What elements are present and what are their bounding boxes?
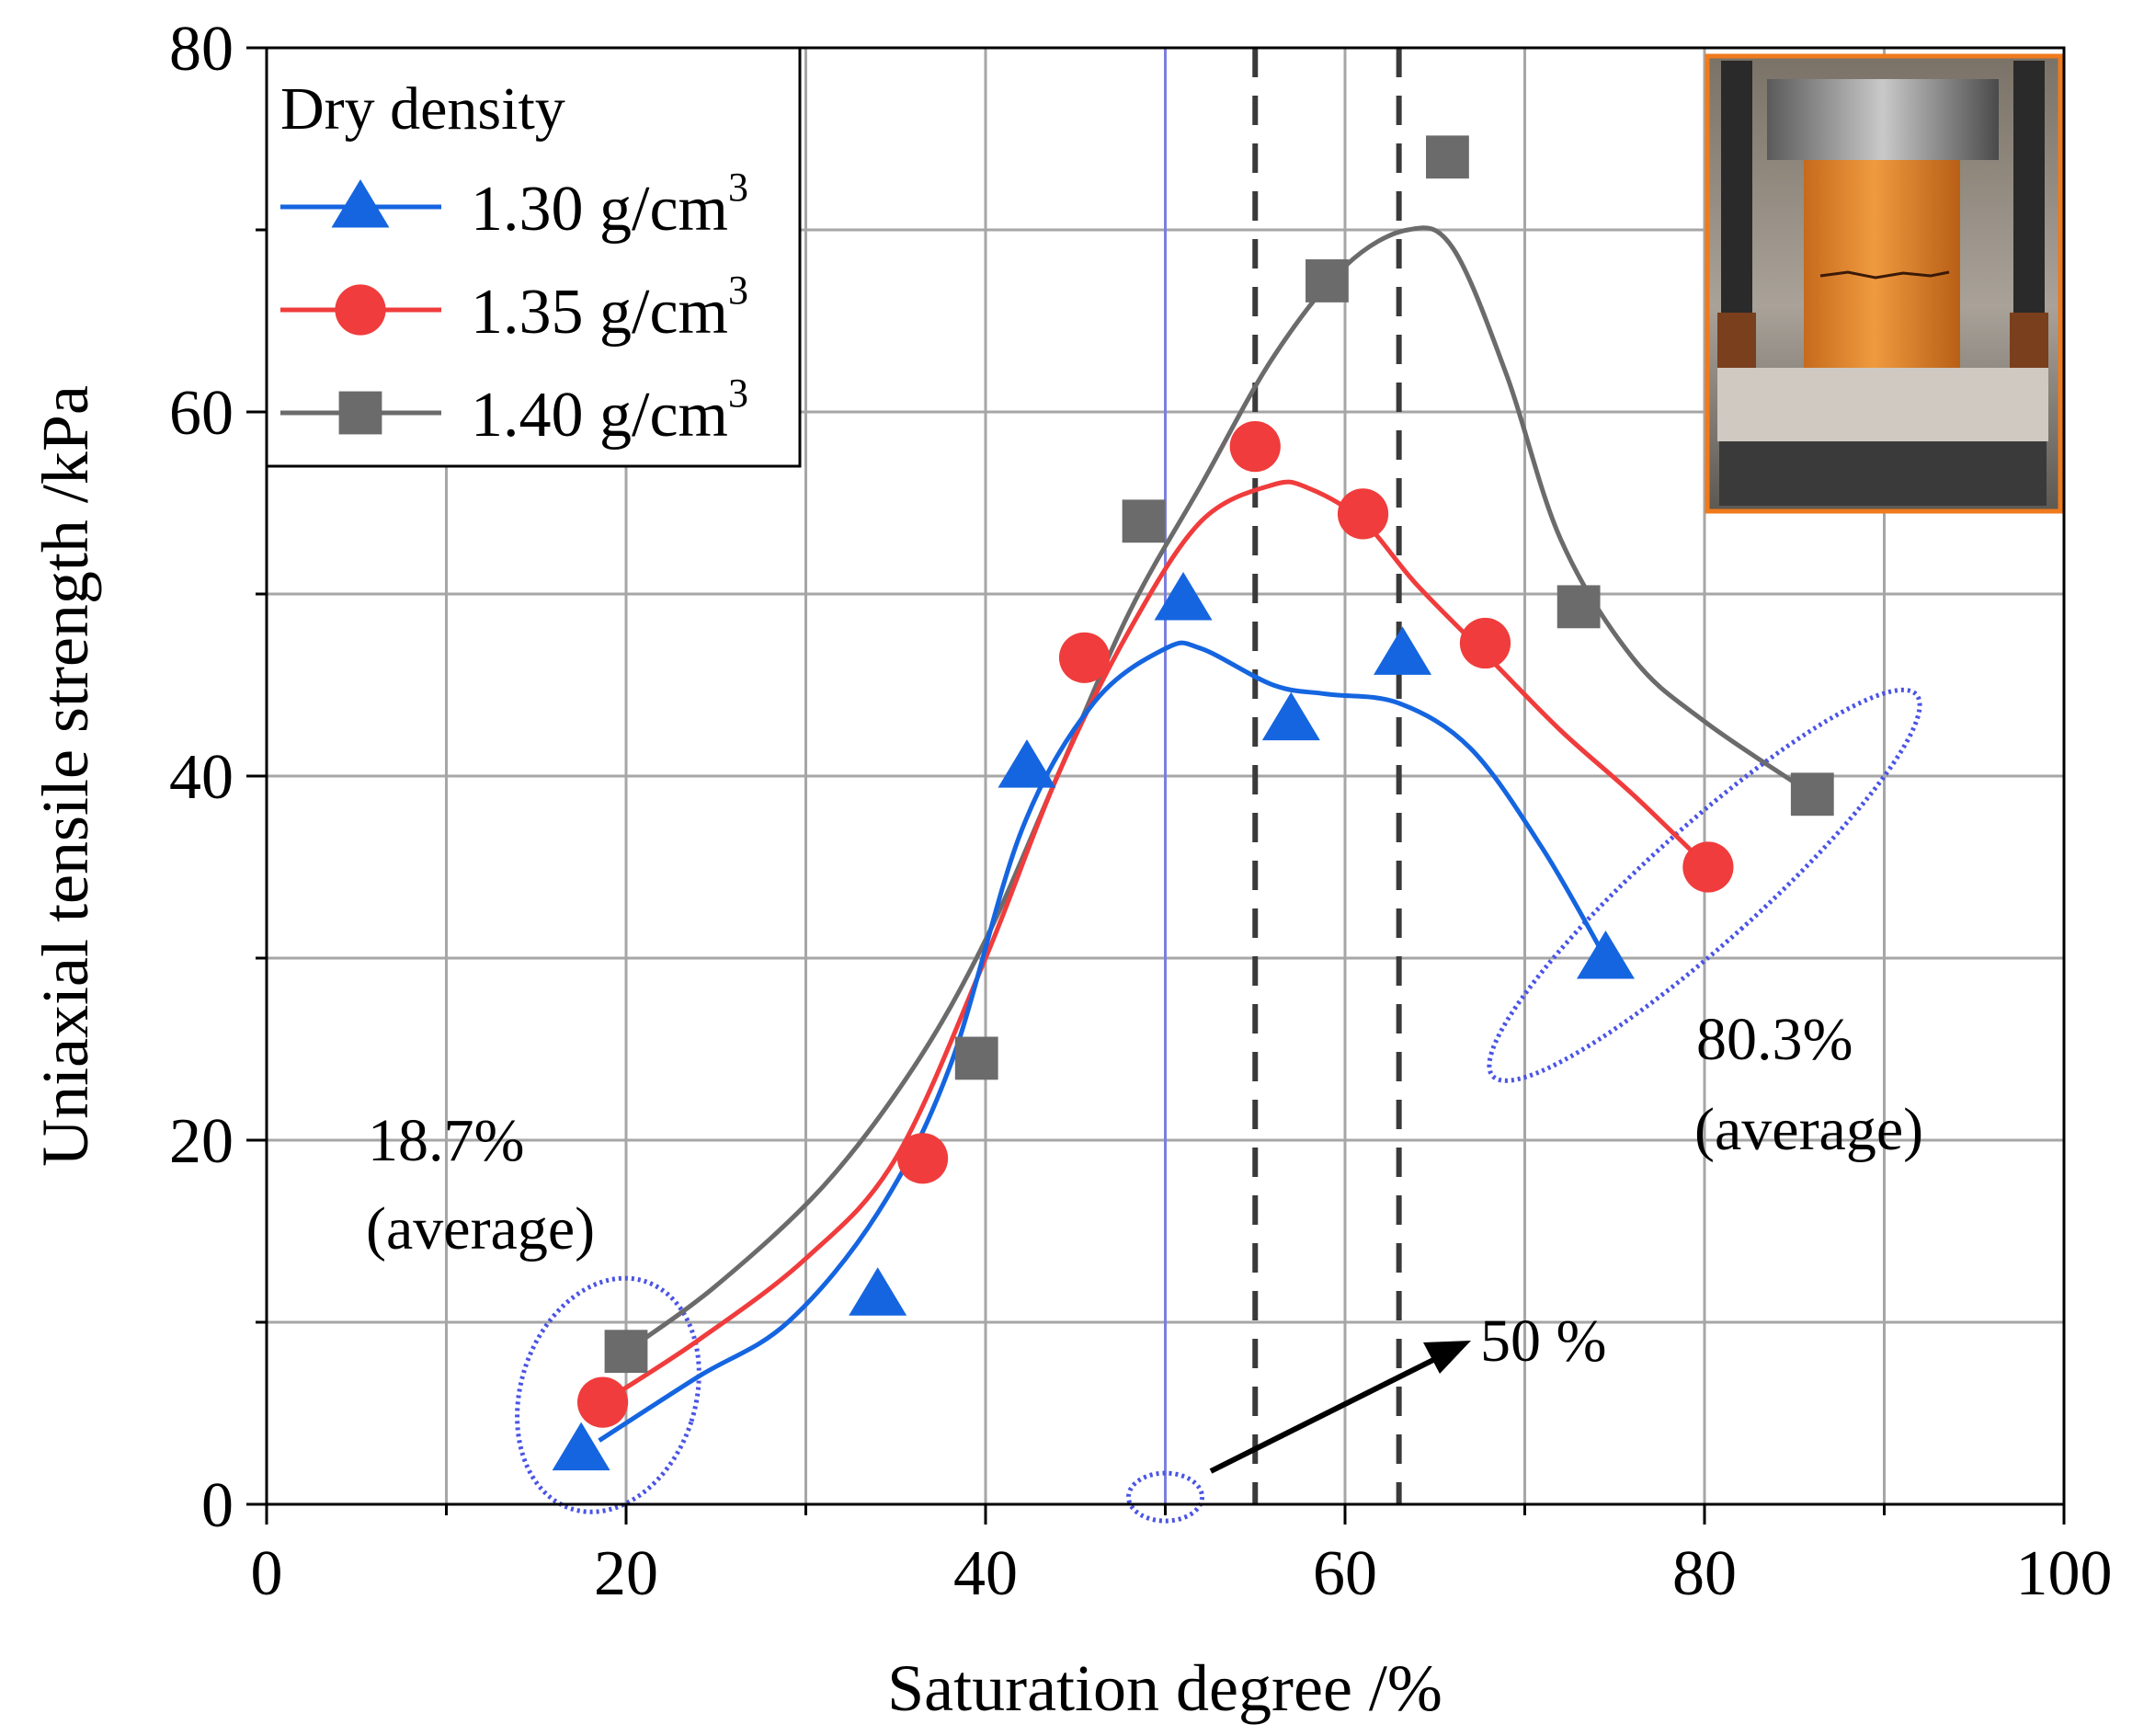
y-tick-label: 80: [169, 14, 234, 85]
arrow-head-icon: [1423, 1341, 1471, 1374]
point-square: [1790, 772, 1834, 817]
legend-title: Dry density: [280, 75, 565, 143]
inset-top-platen: [1767, 79, 1999, 160]
inset-photo: [1705, 53, 2063, 514]
point-circle: [1337, 488, 1389, 540]
y-tick-label: 0: [201, 1470, 234, 1541]
arrow-label: 50 %: [1480, 1308, 1606, 1375]
point-square: [604, 1330, 648, 1374]
point-circle: [1229, 421, 1281, 473]
y-tick-label: 60: [169, 378, 234, 449]
inset-bottom-block: [1719, 441, 2047, 506]
point-circle: [896, 1133, 949, 1184]
point-triangle: [1576, 931, 1635, 979]
point-triangle: [1261, 691, 1320, 741]
left-average-label: (average): [366, 1195, 595, 1262]
fitted-curves: [598, 225, 1814, 1443]
point-square: [1306, 259, 1349, 303]
data-markers: [552, 135, 1834, 1471]
inset-rust-left: [1717, 313, 1756, 377]
point-circle: [1682, 841, 1734, 893]
right-average-ellipse: [1487, 687, 1922, 1083]
curve-triangle: [598, 640, 1608, 1443]
saturation-50-ellipse: [1126, 1470, 1204, 1524]
legend-label: 1.40 g/cm3: [471, 371, 748, 451]
x-tick-label: 80: [1672, 1538, 1737, 1609]
legend-label: 1.35 g/cm3: [471, 268, 748, 348]
point-square: [954, 1036, 998, 1080]
point-triangle: [1154, 571, 1213, 621]
point-square: [1122, 499, 1166, 543]
legend: Dry density 1.30 g/cm3 1.35 g/cm3 1.40 g/c…: [265, 46, 802, 468]
arrow-shaft: [1209, 1353, 1442, 1474]
y-tick-label: 40: [169, 742, 234, 813]
average-ellipses: [515, 687, 1922, 1524]
x-tick-label: 40: [953, 1538, 1018, 1609]
legend-marker-triangle: [331, 179, 390, 228]
point-circle: [1058, 632, 1111, 683]
x-tick-label: 60: [1313, 1538, 1377, 1609]
legend-marker-circle: [335, 284, 386, 336]
curve-circle: [601, 479, 1710, 1405]
annotation-left: 18.7% (average): [366, 1107, 595, 1262]
legend-marker-square: [338, 391, 382, 435]
point-triangle: [998, 739, 1056, 788]
curve-square: [624, 225, 1814, 1353]
inset-base-plate: [1717, 368, 2048, 441]
right-percent-label: 80.3%: [1696, 1006, 1853, 1073]
point-square: [1556, 585, 1601, 629]
point-circle: [576, 1376, 629, 1428]
point-triangle: [1374, 626, 1432, 675]
left-percent-label: 18.7%: [368, 1107, 524, 1174]
y-axis-title: Uniaxial tensile strength /kPa: [29, 385, 102, 1167]
point-square: [1426, 135, 1469, 179]
x-tick-label: 100: [2016, 1538, 2113, 1609]
x-tick-label: 0: [251, 1538, 283, 1609]
annotation-right: 80.3% (average): [1694, 1006, 1923, 1163]
reference-lines: [1164, 48, 1402, 1504]
point-triangle: [552, 1422, 610, 1471]
legend-label: 1.30 g/cm3: [471, 165, 748, 245]
x-axis-title: Saturation degree /%: [887, 1651, 1442, 1725]
left-average-ellipse: [515, 1275, 701, 1514]
axis-ticks: 0 20 40 60 80 100 0 20 40 60 80: [169, 14, 2113, 1609]
arrow-annotation: 50 %: [1209, 1308, 1606, 1474]
right-average-label: (average): [1694, 1096, 1923, 1163]
inset-crack: [1819, 270, 1950, 280]
point-triangle: [849, 1267, 907, 1316]
inset-rust-right: [2010, 313, 2048, 377]
x-tick-label: 20: [594, 1538, 658, 1609]
point-circle: [1459, 617, 1511, 669]
inset-specimen: [1804, 160, 1960, 377]
y-tick-label: 20: [169, 1106, 234, 1177]
